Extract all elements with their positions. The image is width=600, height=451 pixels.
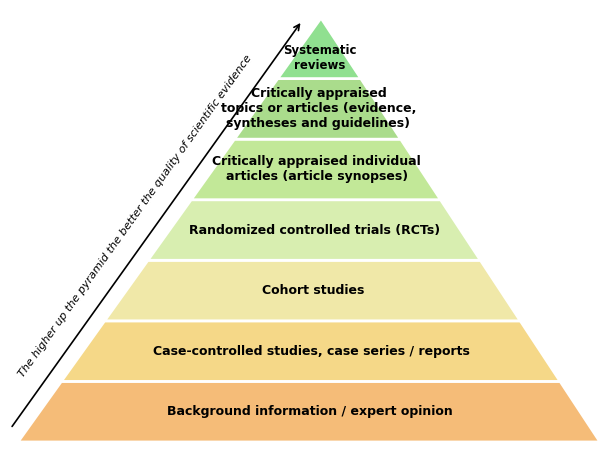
Text: Critically appraised individual
articles (article synopses): Critically appraised individual articles…: [212, 156, 421, 184]
Polygon shape: [61, 321, 560, 382]
Polygon shape: [104, 260, 520, 321]
Polygon shape: [18, 382, 600, 442]
Text: Background information / expert opinion: Background information / expert opinion: [167, 405, 453, 418]
Polygon shape: [235, 78, 401, 139]
Polygon shape: [191, 139, 440, 200]
Text: Systematic
reviews: Systematic reviews: [283, 44, 356, 73]
Text: The higher up the pyramid the better the quality of scientific evidence: The higher up the pyramid the better the…: [17, 53, 254, 379]
Polygon shape: [148, 200, 481, 260]
Text: Case-controlled studies, case series / reports: Case-controlled studies, case series / r…: [153, 345, 470, 358]
Text: Randomized controlled trials (RCTs): Randomized controlled trials (RCTs): [190, 224, 440, 236]
Text: Critically appraised
topics or articles (evidence,
syntheses and guidelines): Critically appraised topics or articles …: [221, 87, 416, 130]
Polygon shape: [278, 18, 361, 78]
Text: Cohort studies: Cohort studies: [262, 284, 364, 297]
